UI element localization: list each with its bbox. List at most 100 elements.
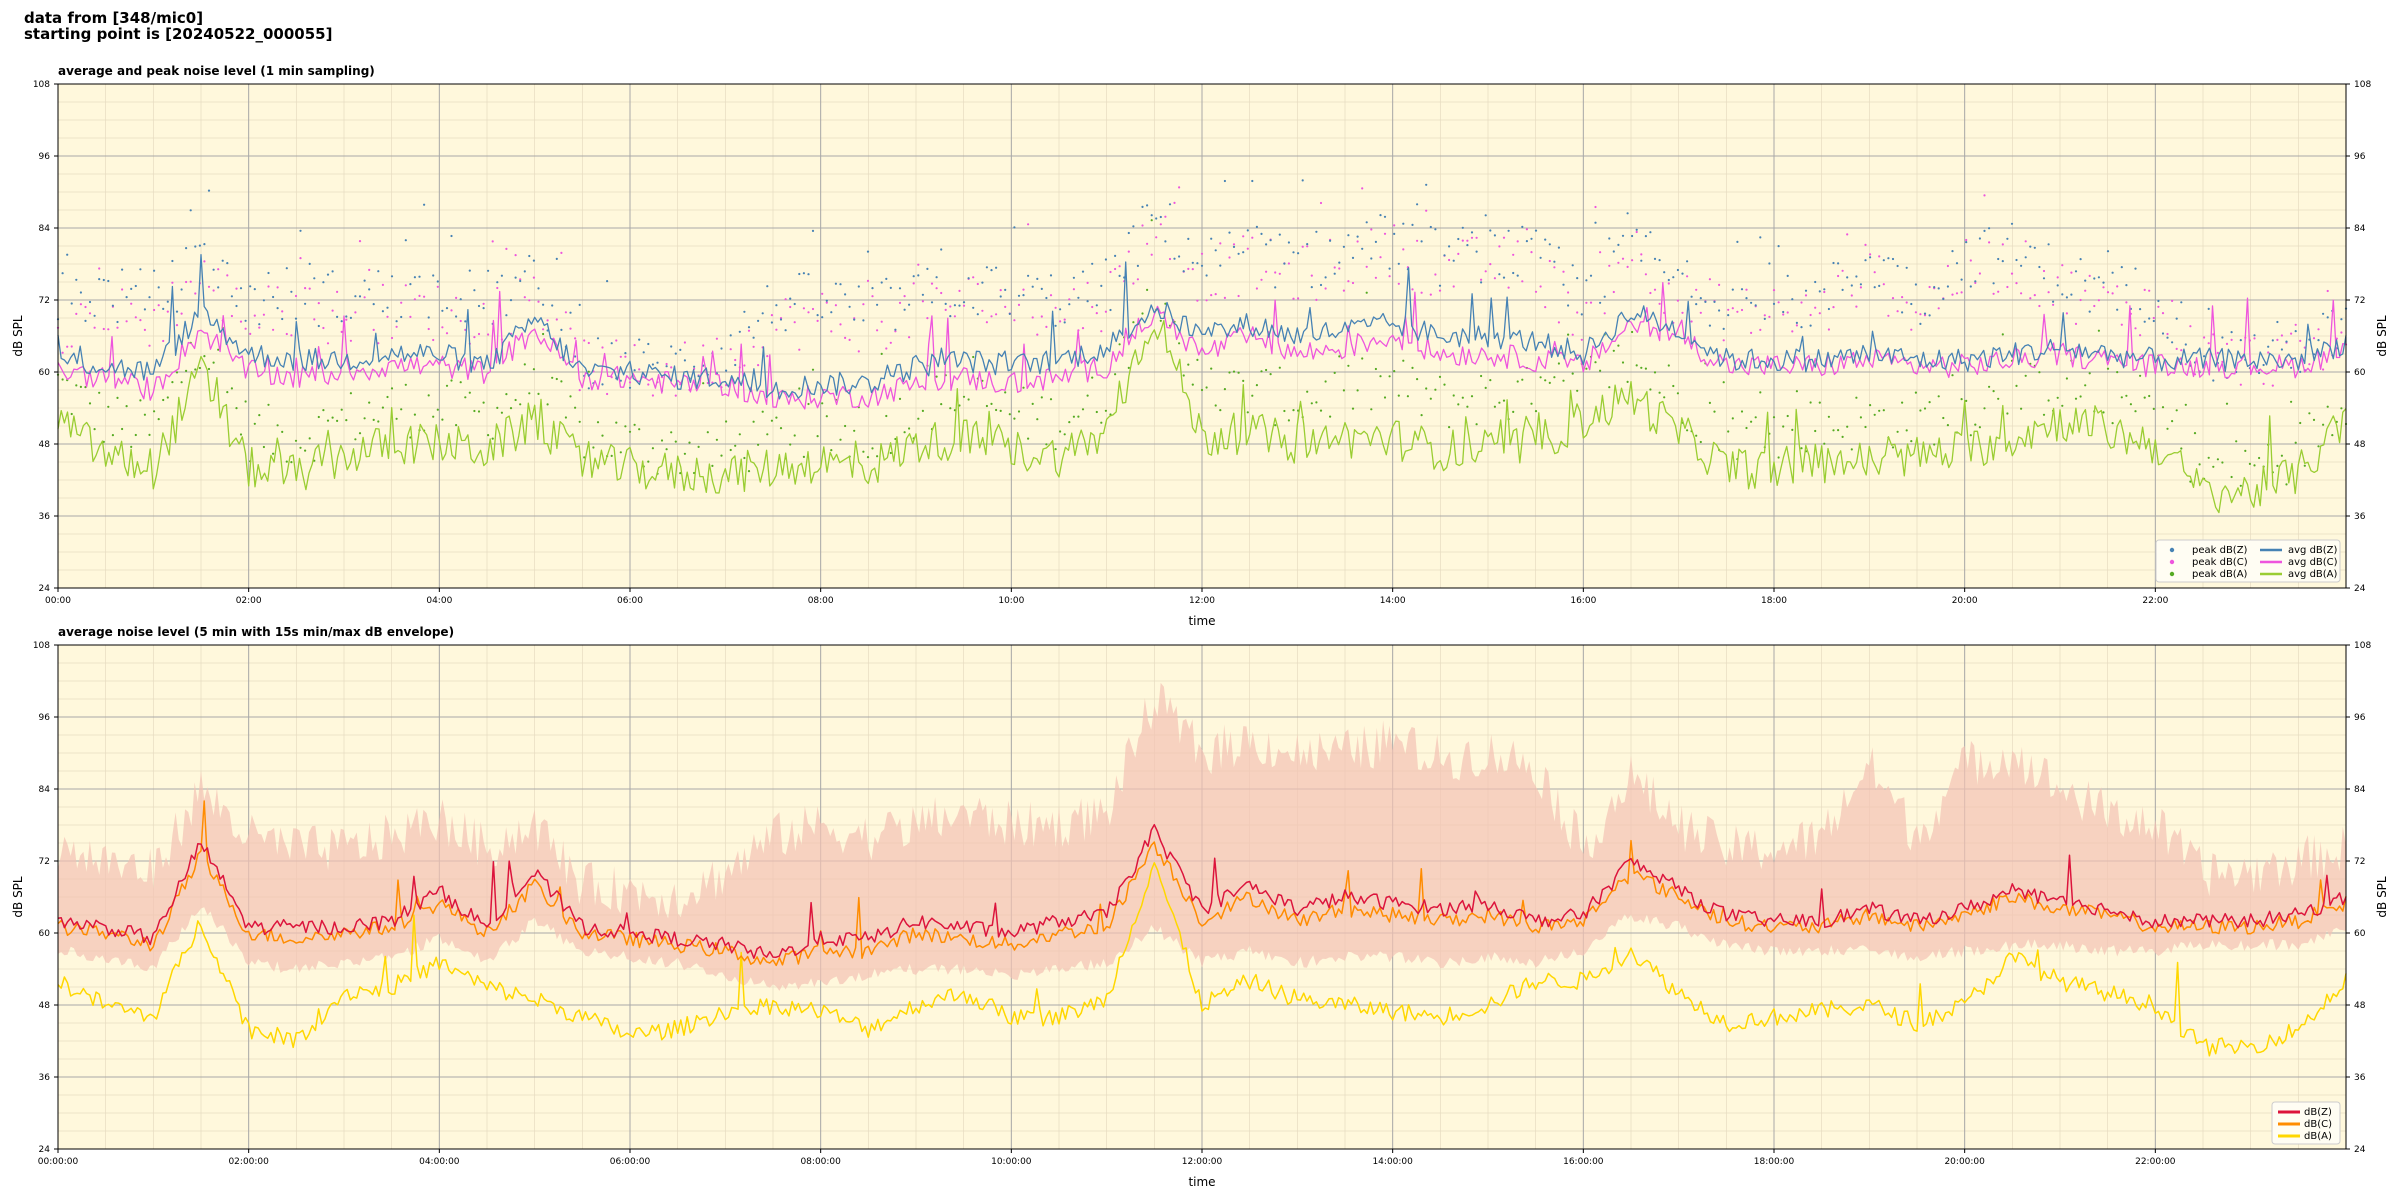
y-tick-label-left: 48: [39, 440, 51, 450]
peak-dba-point: [967, 398, 970, 401]
peak-dbz-point: [2074, 270, 2078, 273]
peak-dbz-point: [2280, 348, 2283, 351]
x-tick-label: 00:00:00: [38, 1157, 79, 1167]
peak-dbc-point: [1708, 278, 1711, 281]
peak-dbc-point: [1242, 235, 1245, 238]
peak-dbc-point: [752, 345, 755, 348]
peak-dbc-point: [555, 318, 558, 321]
peak-dba-point: [1740, 410, 1744, 413]
peak-dbc-point: [999, 289, 1002, 292]
peak-dbc-point: [473, 336, 476, 339]
y-tick-label-left: 60: [39, 368, 51, 378]
peak-dba-point: [962, 395, 966, 398]
peak-dbc-point: [2294, 323, 2297, 326]
peak-dba-point: [674, 440, 677, 443]
peak-dbz-point: [2001, 260, 2004, 263]
peak-dbz-point: [2010, 222, 2014, 225]
peak-dbz-point: [862, 319, 865, 322]
legend-marker: [2169, 559, 2175, 565]
peak-dbc-point: [1818, 312, 1821, 315]
peak-dbz-point: [2120, 266, 2123, 269]
peak-dbz-point: [1351, 256, 1355, 259]
peak-dbc-point: [1896, 310, 1899, 313]
peak-dba-point: [1438, 375, 1442, 378]
peak-dbz-point: [1521, 225, 1524, 228]
peak-dbc-point: [1361, 187, 1364, 190]
peak-dba-point: [1557, 362, 1560, 365]
peak-dba-point: [464, 396, 467, 399]
peak-dba-point: [688, 441, 691, 444]
peak-dba-point: [1992, 390, 1995, 393]
peak-dba-point: [491, 437, 494, 440]
peak-dba-point: [1265, 368, 1268, 372]
peak-dbc-point: [2312, 337, 2316, 340]
y-tick-label-left: 72: [39, 857, 50, 867]
peak-dbc-point: [633, 344, 636, 347]
peak-dba-point: [130, 445, 133, 448]
peak-dbz-point: [1658, 259, 1661, 262]
peak-dba-point: [2189, 480, 2192, 483]
peak-dba-point: [1617, 344, 1620, 347]
peak-dbc-point: [1297, 297, 1300, 300]
peak-dbc-point: [1278, 272, 1281, 275]
peak-dbc-point: [1727, 308, 1730, 311]
peak-dbz-point: [1283, 262, 1286, 265]
peak-dbc-point: [683, 341, 687, 344]
peak-dba-point: [844, 424, 847, 428]
peak-dbc-point: [153, 308, 156, 312]
peak-dbz-point: [2276, 320, 2279, 324]
peak-dbz-point: [1553, 260, 1556, 263]
peak-dba-point: [670, 431, 673, 434]
peak-dba-point: [194, 368, 197, 371]
peak-dbc-point: [148, 344, 151, 347]
peak-dba-point: [1978, 426, 1981, 429]
peak-dbz-point: [381, 310, 384, 313]
peak-dbc-point: [935, 287, 938, 290]
peak-dbc-point: [1988, 241, 1991, 244]
peak-dbz-point: [2106, 250, 2110, 253]
peak-dbc-point: [276, 286, 279, 289]
peak-dbz-point: [1644, 235, 1647, 238]
peak-dba-point: [2038, 371, 2041, 374]
peak-dba-point: [1388, 375, 1391, 378]
peak-dbc-point: [2079, 298, 2082, 302]
peak-dbz-point: [1480, 281, 1483, 284]
peak-dba-point: [514, 398, 517, 402]
peak-dbc-point: [1891, 297, 1895, 300]
peak-dba-point: [546, 403, 549, 406]
peak-dbc-point: [1168, 257, 1172, 261]
peak-dba-point: [2184, 403, 2187, 406]
peak-dbz-point: [1100, 284, 1103, 287]
peak-dbc-point: [1265, 270, 1268, 273]
peak-dba-point: [1772, 416, 1776, 419]
peak-dbz-point: [1333, 272, 1336, 275]
peak-dba-point: [1191, 383, 1194, 386]
peak-dbc-point: [1722, 339, 1725, 342]
peak-dbc-point: [917, 263, 920, 266]
peak-dbz-point: [1919, 322, 1922, 325]
peak-dbc-point: [1850, 294, 1853, 297]
x-tick-label: 20:00:00: [1944, 1157, 1985, 1167]
y-tick-label-left: 36: [39, 1073, 51, 1083]
peak-dbc-point: [1667, 282, 1670, 285]
peak-dba-point: [775, 416, 778, 419]
peak-dba-point: [294, 439, 298, 442]
peak-dba-point: [583, 456, 586, 459]
header-source: data from [348/mic0]: [24, 9, 204, 27]
peak-dbz-point: [262, 299, 265, 302]
peak-dbc-point: [281, 310, 284, 313]
peak-dbc-point: [102, 327, 105, 331]
peak-dbc-point: [1686, 275, 1689, 278]
peak-dba-point: [2322, 423, 2325, 426]
peak-dbz-point: [532, 259, 536, 262]
peak-dbz-point: [1118, 274, 1121, 277]
y-tick-label-left: 48: [39, 1001, 51, 1011]
peak-dbz-point: [1512, 271, 1515, 275]
peak-dba-point: [2125, 394, 2128, 397]
peak-dbc-point: [2276, 338, 2279, 341]
peak-dbz-point: [1562, 283, 1565, 286]
x-axis-label: time: [1188, 614, 1215, 628]
peak-dba-point: [1255, 384, 1258, 387]
peak-dbc-point: [1521, 280, 1524, 283]
peak-dba-point: [2294, 441, 2297, 444]
